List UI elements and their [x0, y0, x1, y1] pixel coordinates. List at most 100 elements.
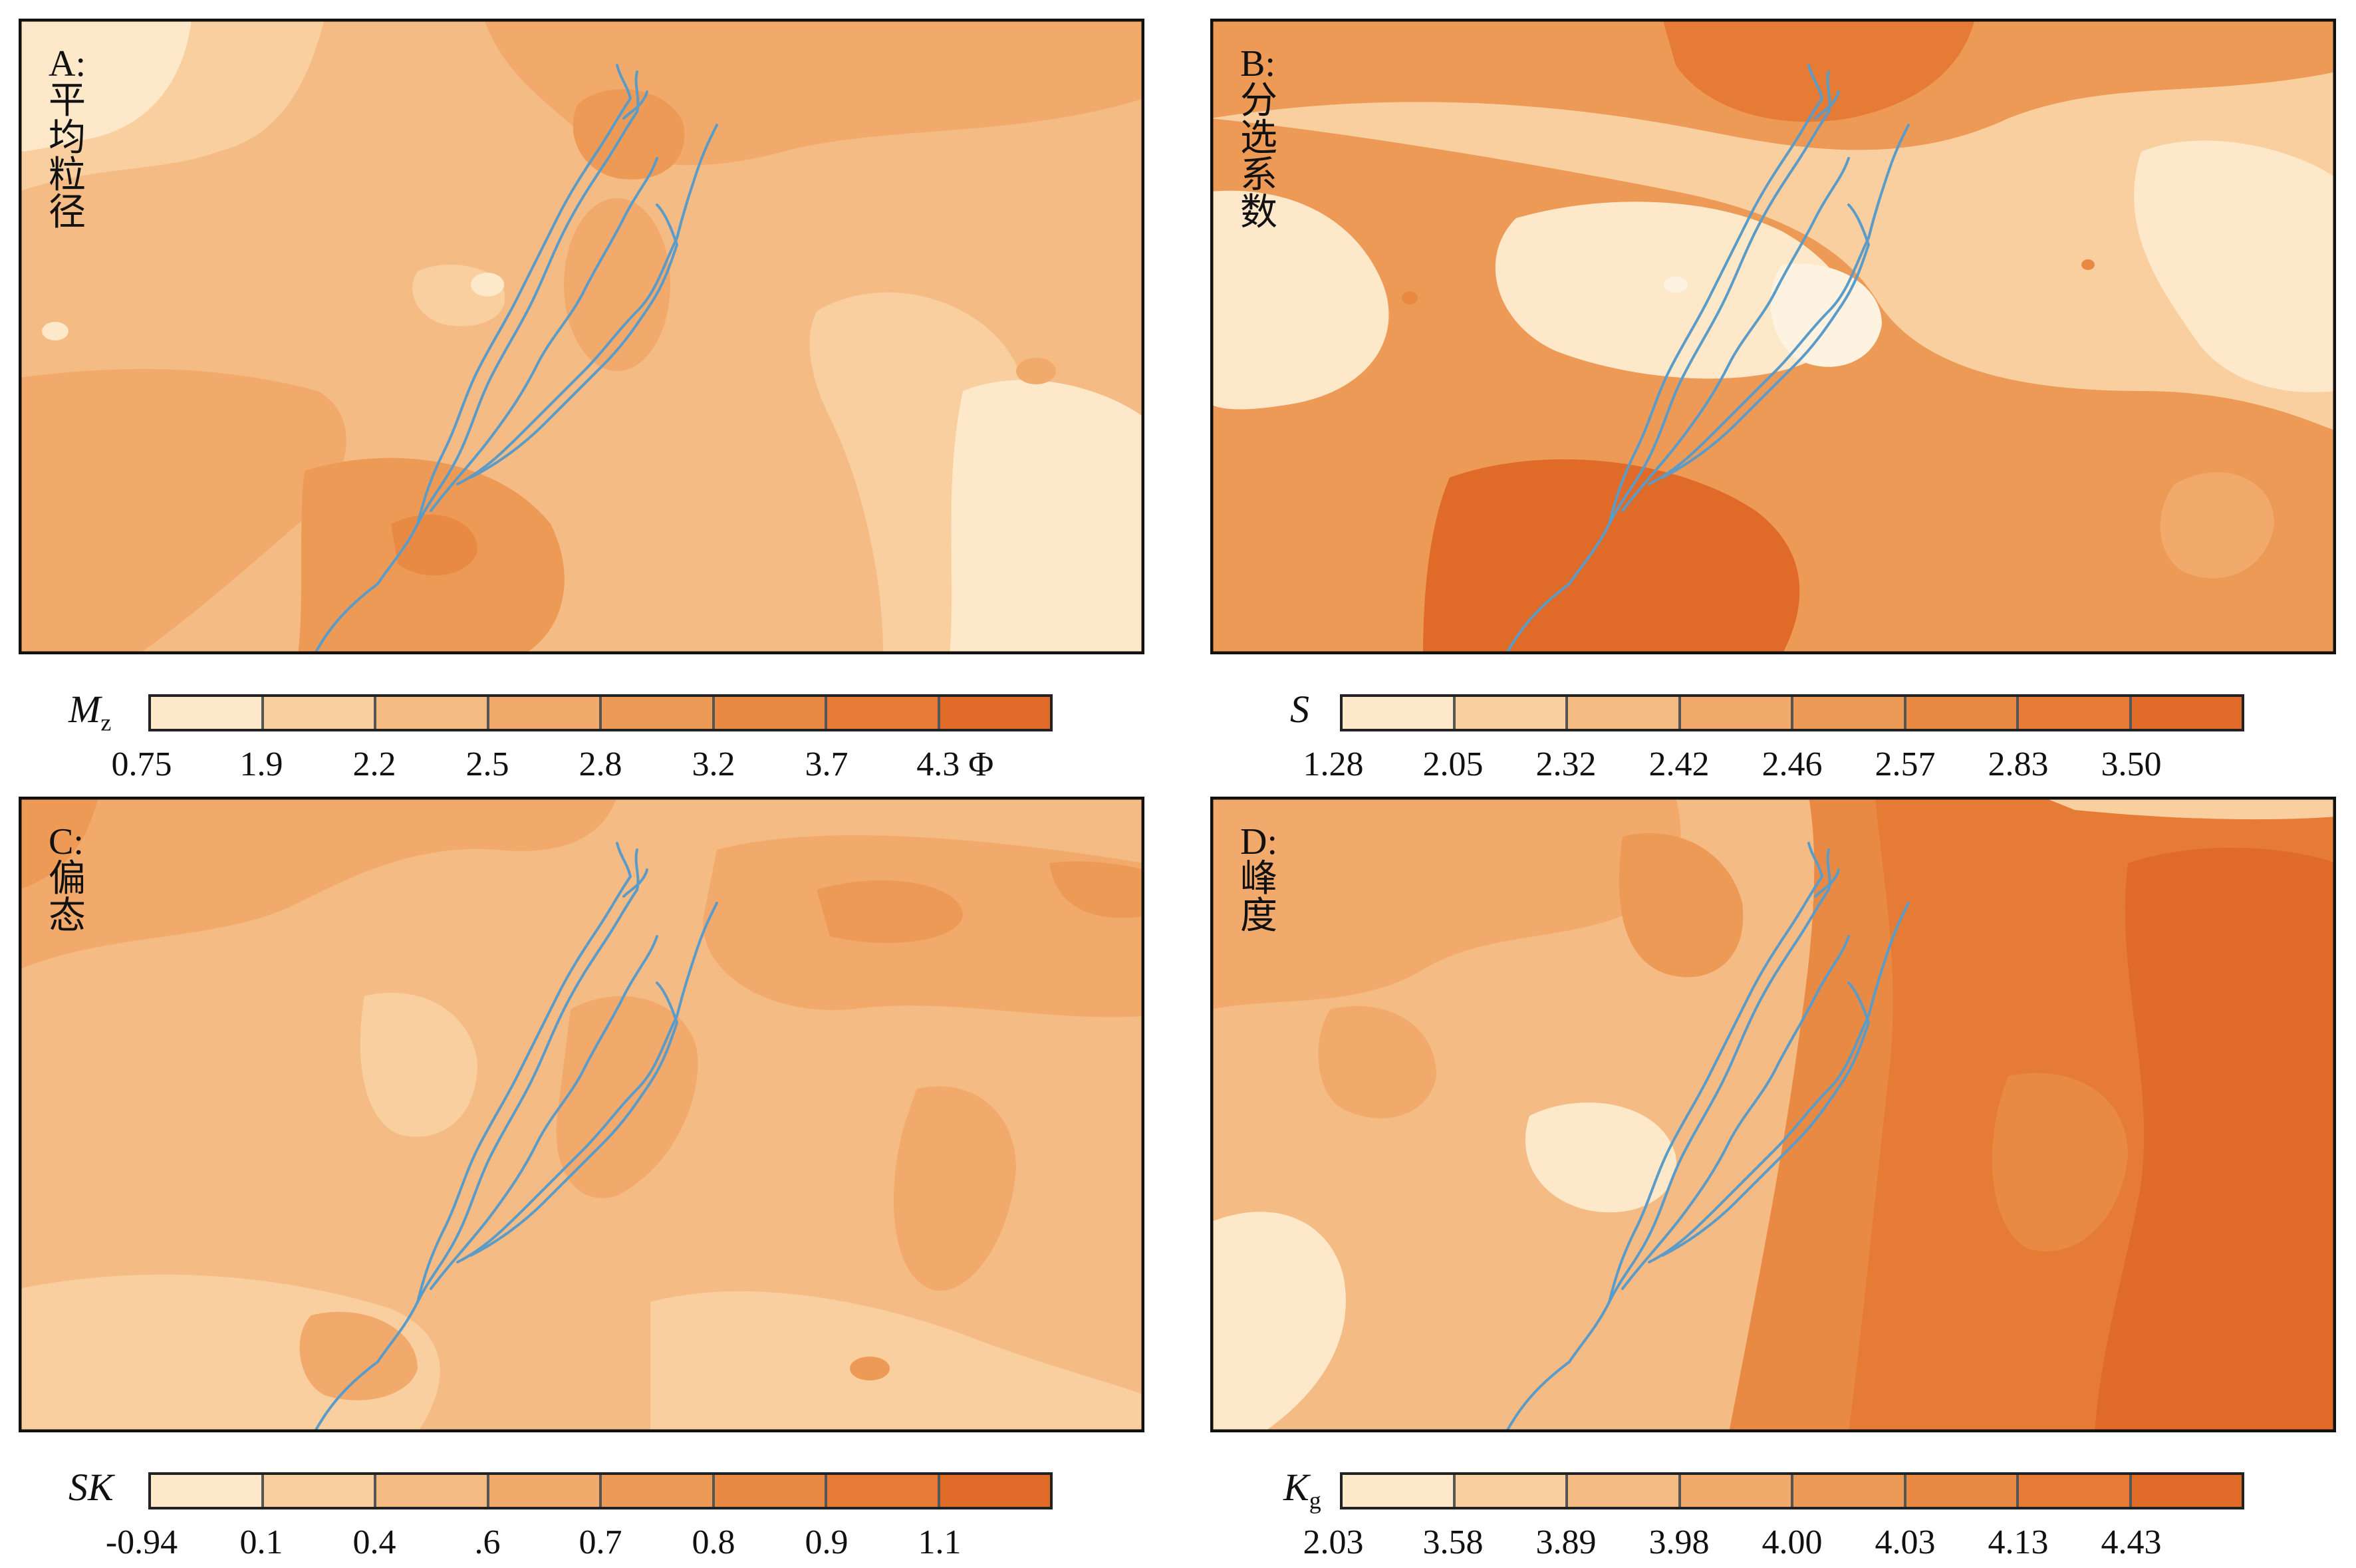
legend-swatch	[1793, 1475, 1906, 1507]
legend-b: S 1.28 2.05 2.32 2.42 2.46 2.57 2.83 3.50	[1210, 690, 2336, 790]
legend-color-bar	[148, 694, 1053, 731]
legend-tick-label: 2.46	[1762, 745, 1823, 783]
river-channel	[1661, 203, 1871, 479]
legend-color-bar	[1340, 1472, 2244, 1509]
legend-color-bar	[1340, 694, 2244, 731]
river-channel	[313, 110, 638, 654]
legend-tick-label: 3.58	[1422, 1523, 1484, 1561]
panel-title: D: 峰度	[1240, 821, 1277, 937]
legend-symbol: Mz	[68, 688, 112, 736]
river-channel	[1648, 902, 1910, 1263]
legend-tick-label: 4.03	[1875, 1523, 1936, 1561]
legend-tick-label: 2.03	[1303, 1523, 1364, 1561]
map-d	[1210, 797, 2336, 1432]
legend-symbol: S	[1290, 688, 1309, 731]
river-network	[1505, 842, 1910, 1432]
legend-swatch	[1455, 1475, 1568, 1507]
legend-swatch	[1793, 697, 1906, 729]
map-c	[19, 797, 1144, 1432]
legend-color-bar	[148, 1472, 1053, 1509]
legend-swatch	[1906, 697, 2019, 729]
legend-tick-label: 2.42	[1648, 745, 1710, 783]
river-channel	[416, 97, 632, 525]
legend-swatch	[151, 697, 264, 729]
river-channel	[1648, 124, 1910, 485]
legend-swatch	[940, 1475, 1050, 1507]
legend-swatch	[1906, 1475, 2019, 1507]
panel-title: A: 平均粒径	[49, 43, 86, 233]
river-channel	[416, 875, 632, 1303]
river-channel	[1621, 935, 1850, 1290]
panel-title: B: 分选系数	[1240, 43, 1277, 233]
legend-tick-label: 2.83	[1988, 745, 2049, 783]
legend-tick-label: 3.50	[2101, 745, 2162, 783]
legend-swatch	[1343, 697, 1456, 729]
legend-swatch	[2131, 1475, 2242, 1507]
river-network	[1505, 64, 1910, 654]
legend-swatch	[940, 697, 1050, 729]
legend-tick-label: 3.7	[805, 745, 849, 783]
legend-tick-label: 3.98	[1648, 1523, 1710, 1561]
legend-c: SK -0.94 0.1 0.4 .6 0.7 0.8 0.9 1.1	[19, 1468, 1144, 1568]
legend-swatch	[376, 1475, 489, 1507]
legend-swatch	[1343, 1475, 1456, 1507]
legend-swatch	[602, 1475, 715, 1507]
legend-tick-label: 1.1	[918, 1523, 962, 1561]
river-channel	[1505, 888, 1830, 1432]
river-channel	[469, 981, 679, 1257]
legend-swatch	[489, 697, 602, 729]
legend-swatch	[714, 697, 827, 729]
legend-tick-label: 0.75	[111, 745, 172, 783]
legend-symbol: Kg	[1283, 1466, 1321, 1514]
legend-swatch	[1568, 1475, 1681, 1507]
legend-tick-label: 1.28	[1303, 745, 1364, 783]
legend-tick-label: 2.05	[1422, 745, 1484, 783]
legend-tick-label: 3.2	[692, 745, 735, 783]
legend-tick-label: 2.8	[579, 745, 622, 783]
river-network	[313, 842, 718, 1432]
river-channel	[1661, 981, 1871, 1257]
legend-swatch	[263, 697, 376, 729]
river-channel	[1807, 64, 1840, 120]
legend-swatch	[2019, 1475, 2132, 1507]
river-channel	[1621, 157, 1850, 512]
legend-swatch	[2131, 697, 2242, 729]
river-network	[313, 64, 718, 654]
river-channel	[430, 157, 658, 512]
map-frame	[19, 19, 1144, 654]
map-a	[19, 19, 1144, 654]
legend-swatch	[1455, 697, 1568, 729]
river-channel	[313, 888, 638, 1432]
map-frame	[19, 797, 1144, 1432]
legend-tick-label: 4.43	[2101, 1523, 2162, 1561]
legend-swatch	[376, 697, 489, 729]
legend-tick-label: 3.89	[1535, 1523, 1597, 1561]
legend-swatch	[602, 697, 715, 729]
river-channel	[1505, 110, 1830, 654]
legend-swatch	[2019, 697, 2132, 729]
legend-tick-label: 0.1	[239, 1523, 283, 1561]
legend-swatch	[489, 1475, 602, 1507]
river-channel	[1608, 875, 1823, 1303]
river-channel	[456, 124, 718, 485]
legend-tick-label: 2.57	[1875, 745, 1936, 783]
river-channel	[1608, 97, 1823, 525]
river-channel	[616, 64, 648, 120]
legend-tick-label: 0.9	[805, 1523, 849, 1561]
legend-tick-label: 4.13	[1988, 1523, 2049, 1561]
river-channel	[456, 902, 718, 1263]
legend-swatch	[1568, 697, 1681, 729]
legend-a: Mz 0.75 1.9 2.2 2.5 2.8 3.2 3.7 4.3 Φ	[19, 690, 1144, 790]
map-frame	[1210, 797, 2336, 1432]
river-channel	[616, 842, 648, 898]
legend-d: Kg 2.03 3.58 3.89 3.98 4.00 4.03 4.13 4.43	[1210, 1468, 2336, 1568]
legend-swatch	[1680, 1475, 1793, 1507]
river-channel	[430, 935, 658, 1290]
legend-swatch	[1680, 697, 1793, 729]
legend-swatch	[151, 1475, 264, 1507]
map-b	[1210, 19, 2336, 654]
legend-tick-label: 2.5	[465, 745, 509, 783]
river-channel	[1807, 842, 1840, 898]
legend-tick-label: 0.4	[352, 1523, 396, 1561]
legend-tick-label: 4.3 Φ	[916, 745, 994, 783]
